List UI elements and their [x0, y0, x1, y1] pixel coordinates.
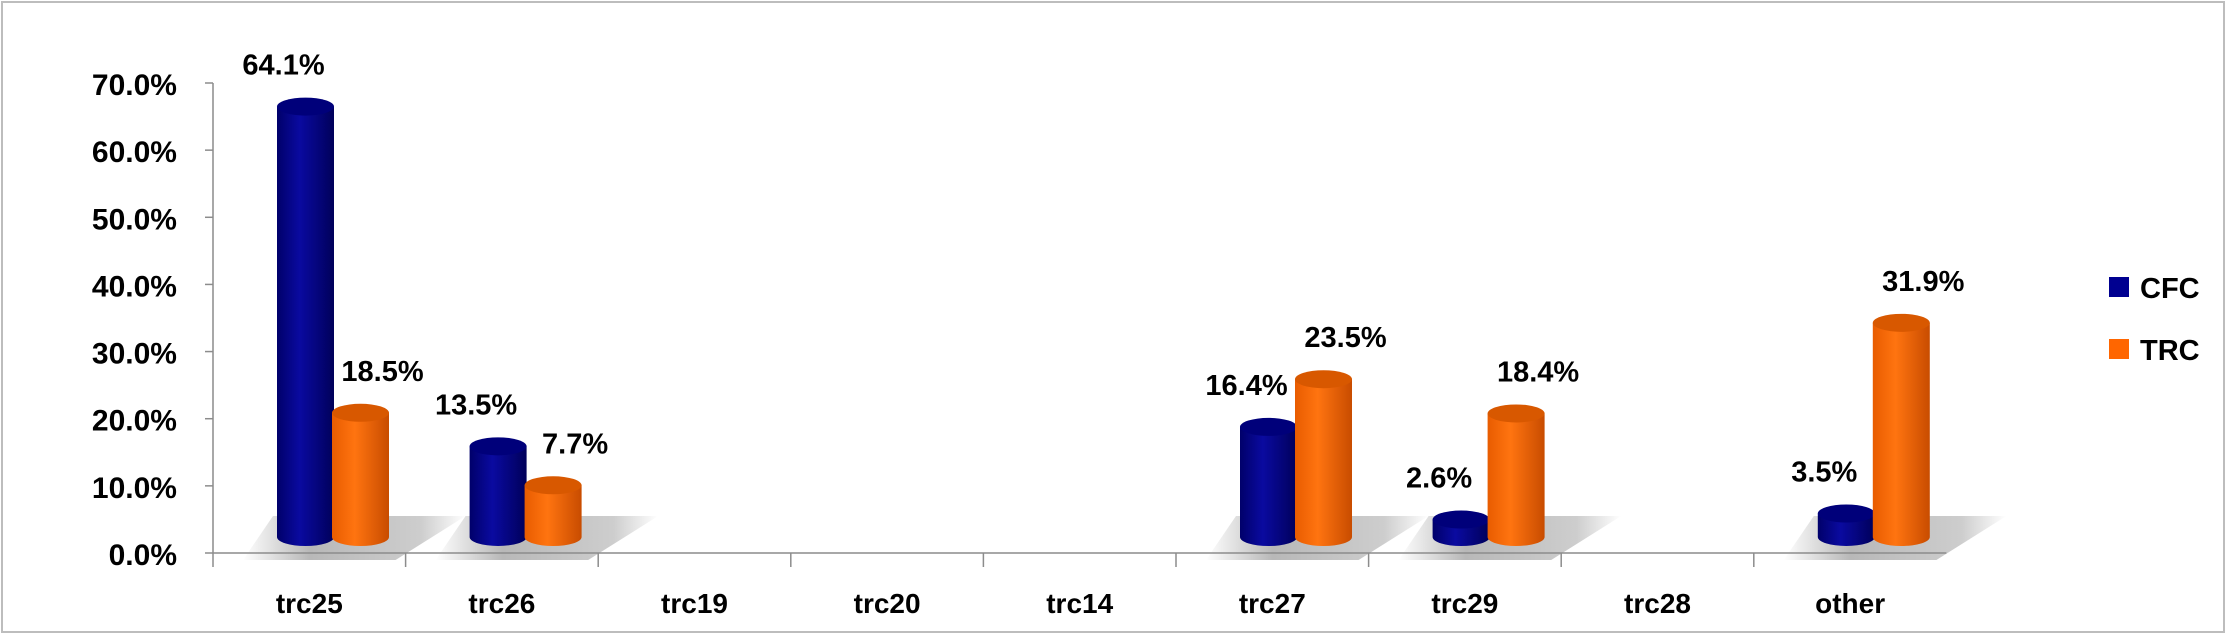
y-tick-label: 70.0%	[92, 69, 177, 102]
data-label: 18.5%	[341, 356, 423, 388]
bar-body	[1295, 379, 1352, 546]
bar-cfc	[1432, 510, 1490, 546]
x-tick-label: trc26	[468, 588, 535, 619]
bar-body	[524, 485, 582, 546]
x-tick-label: trc14	[1046, 588, 1113, 619]
bar-trc	[1295, 370, 1352, 546]
bar-body	[1817, 513, 1875, 546]
data-label: 3.5%	[1791, 457, 1857, 489]
data-label: 16.4%	[1205, 370, 1287, 402]
data-label: 18.4%	[1497, 356, 1579, 388]
x-tick-label: trc28	[1624, 588, 1691, 619]
bar-top	[332, 403, 389, 422]
data-label: 64.1%	[242, 50, 324, 82]
legend-label-trc: TRC	[2140, 335, 2200, 367]
x-tick-label: trc19	[661, 588, 728, 619]
data-label: 31.9%	[1882, 266, 1964, 298]
y-tick-label: 40.0%	[92, 270, 177, 303]
data-label: 23.5%	[1304, 322, 1386, 354]
data-label: 2.6%	[1406, 463, 1472, 495]
data-label: 7.7%	[542, 428, 608, 460]
bar-body	[469, 446, 527, 546]
legend: CFC TRC	[2109, 273, 2200, 367]
bar-cfc	[1240, 417, 1297, 546]
bar-top	[277, 97, 334, 116]
data-label: 13.5%	[435, 389, 517, 421]
bar-cfc	[469, 437, 527, 546]
bar-top	[524, 476, 582, 495]
bar-top	[1872, 313, 1930, 332]
x-tick-label: trc29	[1431, 588, 1498, 619]
bar-top	[1432, 510, 1490, 529]
x-tick-label: trc20	[854, 588, 921, 619]
bar-top	[1487, 404, 1545, 423]
bar-body	[277, 106, 334, 546]
bar-trc	[1487, 404, 1545, 546]
bar-trc	[524, 476, 582, 546]
data-labels: 64.1% 18.5% 13.5% 7.7% 16.4% 23.5% 2.6% 18.4% 3.…	[242, 50, 1964, 495]
bars	[277, 97, 1930, 546]
bar-body	[1487, 413, 1545, 546]
bar-top	[1295, 370, 1352, 389]
bar-top	[469, 437, 527, 456]
bar-body	[332, 412, 389, 546]
bar-trc	[1872, 313, 1930, 546]
bar-trc	[332, 403, 389, 546]
y-tick-label: 50.0%	[92, 203, 177, 236]
axes: 0.0% 10.0% 20.0% 30.0% 40.0% 50.0% 60.0% 70.0% t…	[92, 69, 1947, 636]
bar-top	[1817, 504, 1875, 523]
x-tick-label: other	[1815, 588, 1885, 619]
x-tick-label: trc25	[276, 588, 343, 619]
legend-swatch-cfc	[2109, 277, 2129, 297]
y-tick-label: 60.0%	[92, 136, 177, 169]
legend-label-cfc: CFC	[2140, 273, 2200, 305]
y-tick-label: 0.0%	[109, 539, 177, 572]
y-tick-label: 30.0%	[92, 338, 177, 371]
bar-cfc	[277, 97, 334, 546]
x-tick-label: ocean	[1810, 626, 1891, 636]
y-tick-label: 20.0%	[92, 405, 177, 438]
bar-top	[1240, 417, 1297, 436]
y-tick-label: 10.0%	[92, 472, 177, 505]
bar-body	[1872, 322, 1930, 546]
bar-body	[1240, 426, 1297, 546]
x-tick-label: trc27	[1239, 588, 1306, 619]
legend-swatch-trc	[2109, 339, 2129, 359]
bar-cfc	[1817, 504, 1875, 546]
